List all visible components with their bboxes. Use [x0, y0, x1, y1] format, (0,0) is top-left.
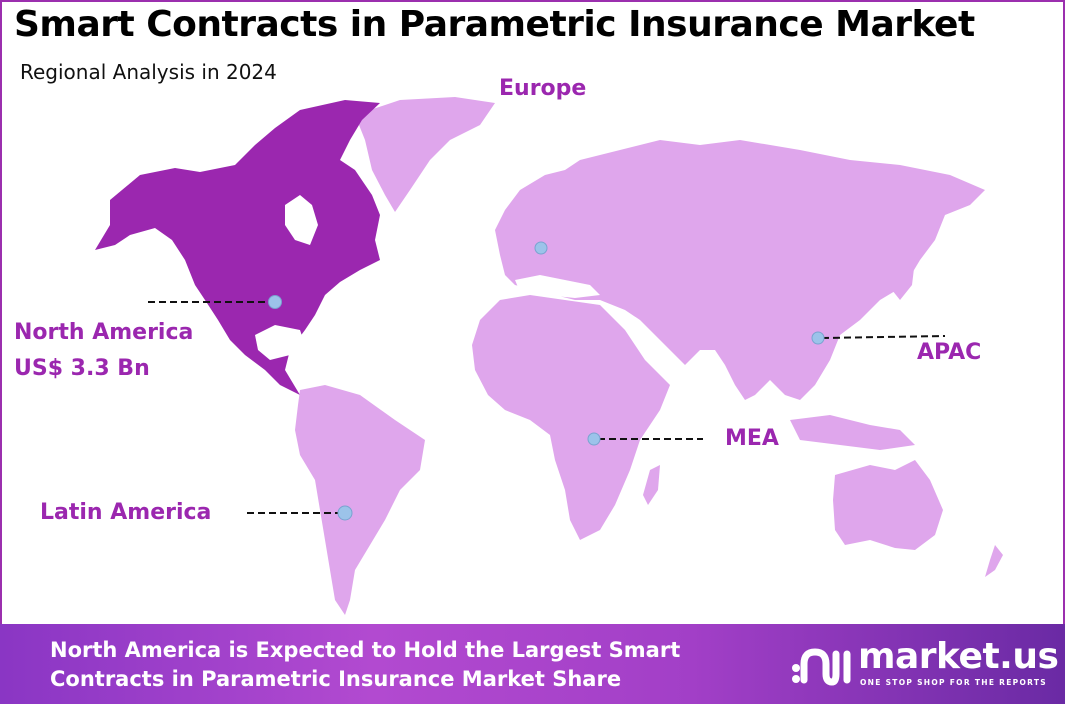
label-north-america: North America — [14, 320, 194, 345]
japan-shape — [892, 245, 915, 300]
north-america-shape — [95, 100, 380, 395]
label-north-america-value: US$ 3.3 Bn — [14, 356, 150, 381]
world-map — [95, 97, 1003, 615]
europe-marker — [534, 241, 548, 255]
footer-banner: North America is Expected to Hold the La… — [0, 624, 1065, 704]
page-subtitle: Regional Analysis in 2024 — [20, 60, 277, 84]
australia-shape — [833, 460, 943, 550]
south-america-shape — [295, 385, 425, 615]
latin-america-marker — [337, 505, 353, 521]
africa-shape — [472, 295, 670, 540]
mediterranean-sea — [515, 275, 600, 298]
label-mea: MEA — [725, 426, 779, 451]
madagascar-shape — [643, 465, 660, 505]
greenland-shape — [355, 97, 495, 212]
gulf-of-mexico — [255, 325, 305, 360]
footer-line-1: North America is Expected to Hold the La… — [50, 638, 681, 662]
label-apac: APAC — [917, 340, 982, 365]
uk-shape — [498, 215, 518, 248]
market-us-logo-icon — [792, 648, 851, 686]
brand-logo: market.us ONE STOP SHOP FOR THE REPORTS — [790, 636, 1059, 690]
apac-marker — [811, 331, 825, 345]
footer-line-2: Contracts in Parametric Insurance Market… — [50, 667, 622, 691]
mea-marker — [587, 432, 601, 446]
hudson-bay — [285, 195, 318, 245]
eurasia-shape — [495, 140, 985, 400]
southeast-asia-islands — [790, 415, 915, 450]
brand-tagline: ONE STOP SHOP FOR THE REPORTS — [860, 678, 1047, 687]
footer-headline: North America is Expected to Hold the La… — [50, 636, 750, 694]
apac-leader-line — [821, 335, 946, 339]
brand-name: market.us — [858, 636, 1059, 677]
page-title: Smart Contracts in Parametric Insurance … — [14, 4, 975, 45]
label-europe: Europe — [499, 76, 587, 101]
north-america-marker — [268, 295, 282, 309]
new-zealand-shape — [985, 545, 1003, 577]
label-latin-america: Latin America — [40, 500, 212, 525]
